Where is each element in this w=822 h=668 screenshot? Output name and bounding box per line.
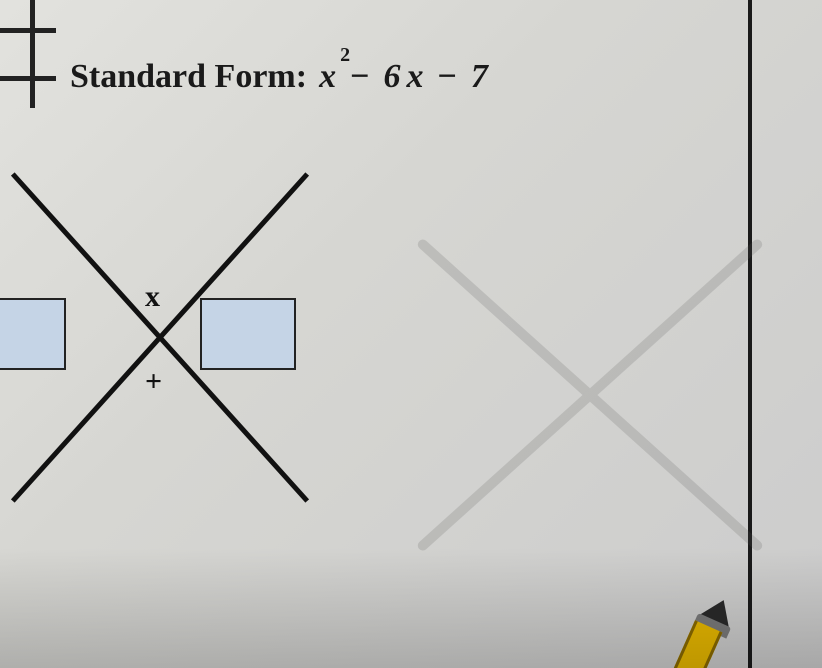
term-x-squared: x 2 <box>319 58 336 96</box>
plus-symbol: + <box>145 365 162 399</box>
standard-form-heading: Standard Form: x 2 − 6x − 7 <box>70 58 488 96</box>
worksheet-page: Standard Form: x 2 − 6x − 7 x + <box>0 0 822 668</box>
operator-minus-2: − <box>437 58 456 96</box>
blank-divider <box>30 0 35 108</box>
quadratic-expression: x 2 − 6x − 7 <box>319 58 488 96</box>
blank-line <box>0 28 56 33</box>
operator-minus-1: − <box>350 58 369 96</box>
multiply-symbol: x <box>145 280 160 314</box>
x-method-diagram: x + <box>0 170 360 550</box>
factor-box-right[interactable] <box>200 298 296 370</box>
bleedthrough-x <box>420 220 740 580</box>
pencil <box>660 582 751 668</box>
term3-constant: 7 <box>471 58 488 96</box>
answer-blank-grid <box>0 28 56 108</box>
margin-rule-right <box>748 0 752 668</box>
term1-base: x <box>319 58 336 95</box>
blank-underline <box>0 76 56 81</box>
heading-label: Standard Form: <box>70 58 307 96</box>
factor-box-left[interactable] <box>0 298 66 370</box>
term2-var: x <box>406 58 423 96</box>
term2-coef: 6 <box>383 58 400 96</box>
term1-exponent: 2 <box>340 44 350 67</box>
